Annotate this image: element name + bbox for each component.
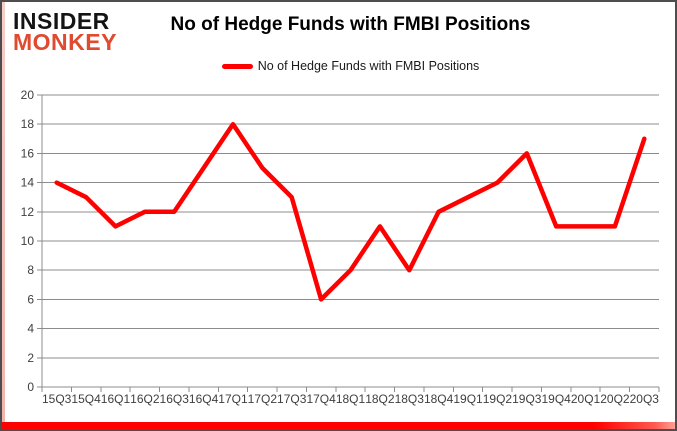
y-tick-label: 2 xyxy=(27,351,34,365)
y-tick-label: 4 xyxy=(27,322,34,336)
bottom-red-bar xyxy=(2,422,675,429)
x-tick-label: 20Q3 xyxy=(630,392,660,406)
y-tick-label: 20 xyxy=(21,88,35,102)
x-tick-label: 15Q4 xyxy=(71,392,101,406)
x-tick-label: 17Q4 xyxy=(306,392,336,406)
x-tick-label: 19Q3 xyxy=(512,392,542,406)
chart-legend: No of Hedge Funds with FMBI Positions xyxy=(42,59,659,73)
x-tick-label: 17Q3 xyxy=(277,392,307,406)
y-tick-label: 14 xyxy=(21,176,35,190)
y-tick-label: 16 xyxy=(21,146,35,160)
legend-line-swatch xyxy=(221,63,253,69)
x-tick-label: 18Q4 xyxy=(424,392,454,406)
line-chart-plot-area: 0 2 4 6 8 10 12 14 16 18 20 15Q3 15Q4 16Q1 16Q2 16Q3 16Q… xyxy=(21,88,660,406)
x-tick-label: 19Q4 xyxy=(541,392,571,406)
y-tick-label: 8 xyxy=(27,263,34,277)
x-tick-label: 16Q3 xyxy=(160,392,190,406)
chart-title: No of Hedge Funds with FMBI Positions xyxy=(170,14,531,35)
insider-monkey-logo: INSIDER MONKEY xyxy=(13,8,117,56)
x-tick-label: 16Q1 xyxy=(101,392,131,406)
x-tick-label: 19Q1 xyxy=(453,392,483,406)
x-tick-label: 16Q4 xyxy=(189,392,219,406)
x-tick-label: 20Q2 xyxy=(600,392,630,406)
x-tick-label: 17Q2 xyxy=(248,392,278,406)
x-tick-label: 18Q3 xyxy=(395,392,425,406)
series-line-hedge-funds xyxy=(54,121,647,302)
x-tick-label: 15Q3 xyxy=(42,392,72,406)
y-tick-label: 12 xyxy=(21,205,35,219)
x-tick-label: 17Q1 xyxy=(218,392,248,406)
y-tick-label: 6 xyxy=(27,292,34,306)
legend-label: No of Hedge Funds with FMBI Positions xyxy=(257,59,480,73)
x-tick-label: 16Q2 xyxy=(130,392,160,406)
x-tick-label: 19Q2 xyxy=(483,392,513,406)
y-tick-label: 10 xyxy=(21,234,35,248)
left-accent-stripe xyxy=(2,2,5,429)
x-tick-label: 20Q1 xyxy=(571,392,601,406)
logo-text-insider: INSIDER xyxy=(13,8,110,34)
logo-text-monkey: MONKEY xyxy=(13,29,117,56)
y-tick-label: 0 xyxy=(27,380,34,394)
y-tick-label: 18 xyxy=(21,117,35,131)
x-tick-label: 18Q1 xyxy=(336,392,366,406)
x-tick-label: 18Q2 xyxy=(365,392,395,406)
